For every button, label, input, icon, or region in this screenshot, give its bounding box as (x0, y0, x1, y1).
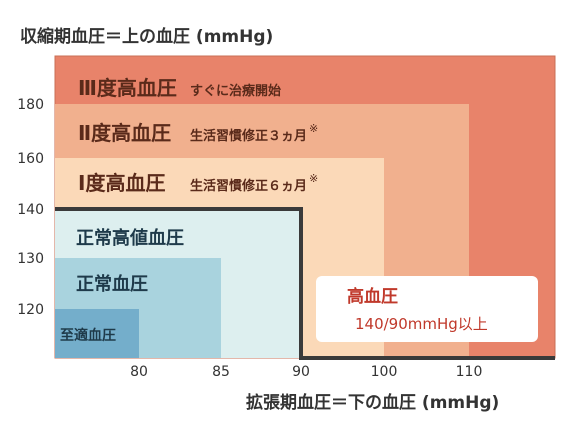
x-tick-110: 110 (456, 364, 483, 380)
y-tick-140: 140 (17, 202, 44, 218)
y-tick-120: 120 (17, 302, 44, 318)
x-tick-85: 85 (212, 364, 230, 380)
y-tick-180: 180 (17, 97, 44, 113)
zone-note-grade2: 生活習慣修正３ヵ月 (190, 128, 307, 144)
zone-label-high-normal: 正常高値血圧 (76, 227, 184, 249)
zone-note-grade1: 生活習慣修正６ヵ月 (190, 178, 307, 194)
chart-title: 収縮期血圧＝上の血圧 (mmHg) (20, 26, 273, 47)
zone-asterisk-grade2: ※ (309, 122, 318, 135)
zone-label-optimal: 至適血圧 (60, 327, 116, 344)
hypertension-box-bg (316, 276, 538, 342)
x-tick-90: 90 (292, 364, 310, 380)
zone-note-grade3: すぐに治療開始 (190, 83, 281, 99)
x-tick-100: 100 (371, 364, 398, 380)
zone-label-grade1: Ⅰ度高血圧 (78, 171, 165, 195)
hypertension-box: 高血圧 140/90mmHg以上 (316, 276, 538, 342)
zone-label-grade3: Ⅲ度高血圧 (78, 76, 177, 100)
x-axis-label: 拡張期血圧＝下の血圧 (mmHg) (246, 392, 499, 413)
hypertension-boundary-group (55, 207, 555, 360)
y-tick-130: 130 (17, 251, 44, 267)
zone-label-grade2: Ⅱ度高血圧 (78, 121, 171, 145)
zone-optimal (55, 309, 139, 358)
hypertension-criteria: 140/90mmHg以上 (355, 315, 488, 333)
hypertension-threshold-line (55, 207, 555, 360)
y-tick-160: 160 (17, 151, 44, 167)
x-axis-ticks: 80 85 90 100 110 (130, 364, 482, 380)
x-tick-80: 80 (130, 364, 148, 380)
y-axis-ticks: 120 130 140 160 180 (17, 97, 44, 318)
zone-label-normal: 正常血圧 (76, 273, 148, 295)
zone-asterisk-grade1: ※ (309, 172, 318, 185)
hypertension-label: 高血圧 (347, 286, 398, 307)
